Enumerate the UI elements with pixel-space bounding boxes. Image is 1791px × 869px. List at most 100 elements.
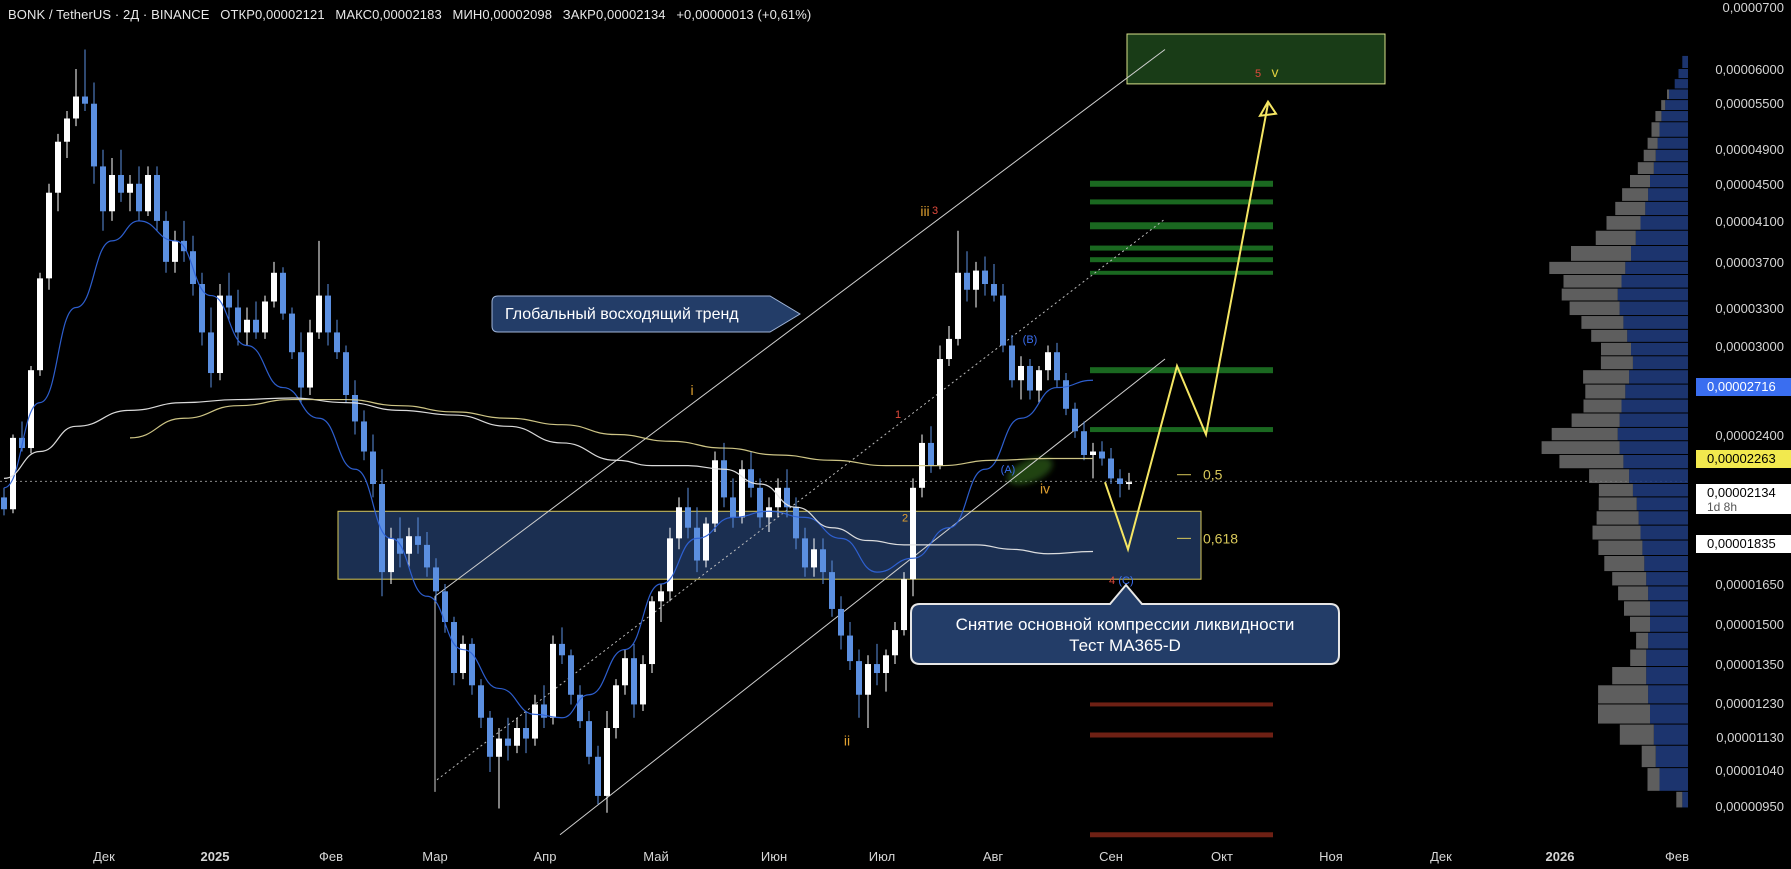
time-tick-label: Окт [1211,849,1233,864]
candle-body [1045,352,1051,371]
time-tick-label: Дек [93,849,115,864]
volume-bar-blue [1640,525,1688,540]
volume-bar-grey [1667,89,1669,100]
candle-body [1081,431,1087,455]
volume-bar-blue [1644,555,1688,572]
candle-body [784,487,790,508]
volume-bar-blue [1635,230,1688,245]
candle-body [388,538,394,573]
candle-body [604,728,610,796]
price-tag-sub: 1d 8h [1707,500,1737,514]
candle-body [532,704,538,739]
volume-bar-grey [1569,301,1620,316]
volume-bar-blue [1623,316,1688,329]
resistance-level [1090,245,1273,251]
volume-bar-blue [1678,69,1688,79]
candle-body [946,338,952,360]
candle-body [1108,458,1114,479]
price-tick-label: 0,00004500 [1715,177,1784,192]
time-tick-label: 2025 [201,849,230,864]
price-tick-label: 0,00004100 [1715,214,1784,229]
candle-body [1027,365,1033,391]
volume-bar-blue [1625,261,1688,275]
candle-body [847,635,853,662]
symbol-title[interactable]: BONK / TetherUS · 2Д · BINANCE [8,7,210,22]
candle-body [550,643,556,718]
volume-bar-blue [1665,100,1688,111]
volume-bar-blue [1631,342,1688,356]
trend-channel [434,49,1166,836]
candle-body [1036,370,1042,391]
time-tick-label: Апр [534,849,557,864]
candle-body [1072,408,1078,432]
volume-bar-grey [1641,745,1656,768]
volume-bar-grey [1541,441,1620,454]
resistance-level [1090,427,1273,433]
candle-body [415,536,421,545]
volume-bar-grey [1630,649,1647,667]
volume-bar-blue [1648,586,1688,601]
volume-bar-blue [1638,511,1688,525]
candle-body [163,220,169,262]
price-axis[interactable]: 0,0000700 0,00006000 0,00005500 0,00004900 0… [1715,0,1784,814]
time-tick-label: Мар [422,849,447,864]
volume-bar-grey [1583,370,1630,384]
trend-callout[interactable]: Глобальный восходящий тренд [491,295,801,333]
candle-body [982,270,988,285]
candle-body [973,270,979,290]
candle-body [37,278,43,371]
price-tick-label: 0,00000950 [1715,799,1784,814]
volume-profile [1541,55,1688,808]
close-value: ЗАКР0,00002134 [562,7,666,22]
volume-bar-blue [1682,791,1688,808]
candle-body [892,630,898,656]
volume-bar-blue [1661,111,1688,122]
candle-body [433,567,439,592]
volume-bar-grey [1647,768,1660,791]
candle-body [766,507,772,518]
price-tick-label: 0,00005500 [1715,96,1784,111]
candle-body [640,664,646,705]
price-tick-label: 0,00001350 [1715,657,1784,672]
time-axis[interactable]: Дек 2025 Фев Мар Апр Май Июн Июл Авг Сен Окт Ноя Дек… [93,849,1689,864]
candle-body [685,507,691,528]
candle-body [496,738,502,757]
volume-bar-grey [1606,216,1641,230]
candle-body [271,272,277,302]
candle-body [487,717,493,757]
projection-path [1104,103,1269,553]
volume-bar-blue [1653,724,1688,745]
fib-label: 0,618 [1203,530,1238,546]
candle-body [631,658,637,705]
channel-upper-line [434,49,1166,597]
high-value: МАКС0,00002183 [335,7,442,22]
candle-body [10,437,16,510]
candle-body [118,174,124,193]
volume-bar-blue [1629,469,1688,484]
price-tag-value: 0,00002263 [1707,451,1776,466]
volume-bar-grey [1636,632,1649,649]
volume-bar-blue [1650,616,1688,632]
candle-body [334,332,340,353]
wave-label: ii [844,733,850,749]
price-tick-label: 0,00004900 [1715,142,1784,157]
fib-label: 0,5 [1203,467,1223,483]
resistance-level [1090,180,1273,187]
price-tag-value: 0,00002134 [1707,485,1776,500]
volume-bar-grey [1624,601,1650,616]
time-tick-label: Фев [1665,849,1689,864]
volume-bar-grey [1598,704,1650,724]
volume-bar-grey [1630,174,1650,188]
target-zone[interactable] [1126,33,1386,85]
volume-bar-grey [1615,201,1646,216]
liquidity-callout-line2: Тест MA365-D [1069,636,1181,655]
candle-body [541,704,547,718]
candle-body [82,96,88,104]
volume-bar-grey [1600,356,1633,370]
liquidity-callout[interactable]: Снятие основной компрессии ликвидности Т… [910,583,1340,665]
fib-levels: 0,5 0,618 [1177,467,1238,546]
candle-body [730,497,736,518]
candle-body [424,544,430,568]
resistance-level [1090,270,1273,275]
